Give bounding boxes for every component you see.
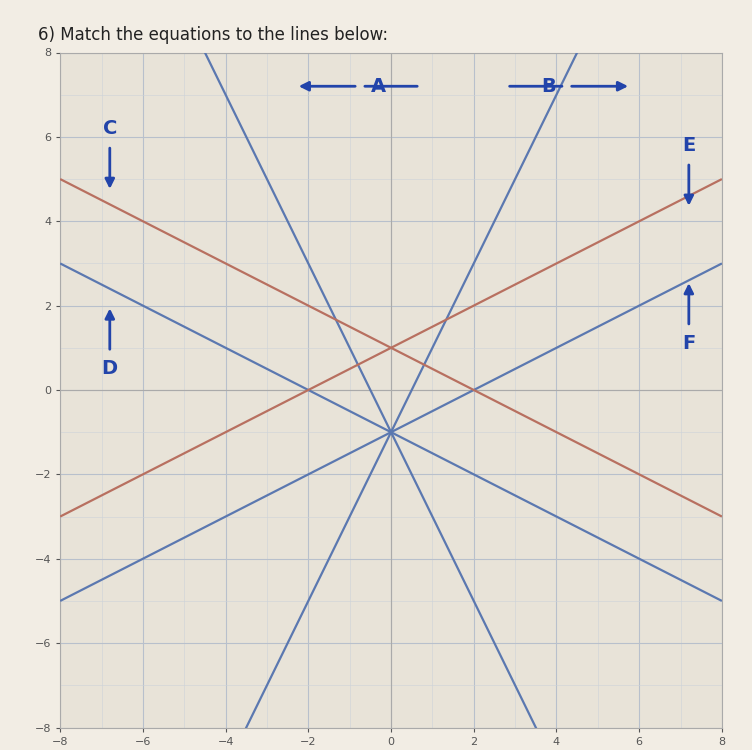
Text: E: E xyxy=(682,136,696,154)
Text: B: B xyxy=(541,76,556,96)
Text: D: D xyxy=(102,359,118,379)
Text: 6) Match the equations to the lines below:: 6) Match the equations to the lines belo… xyxy=(38,26,388,44)
Text: A: A xyxy=(371,76,387,96)
Text: C: C xyxy=(102,119,117,138)
Text: F: F xyxy=(682,334,696,353)
